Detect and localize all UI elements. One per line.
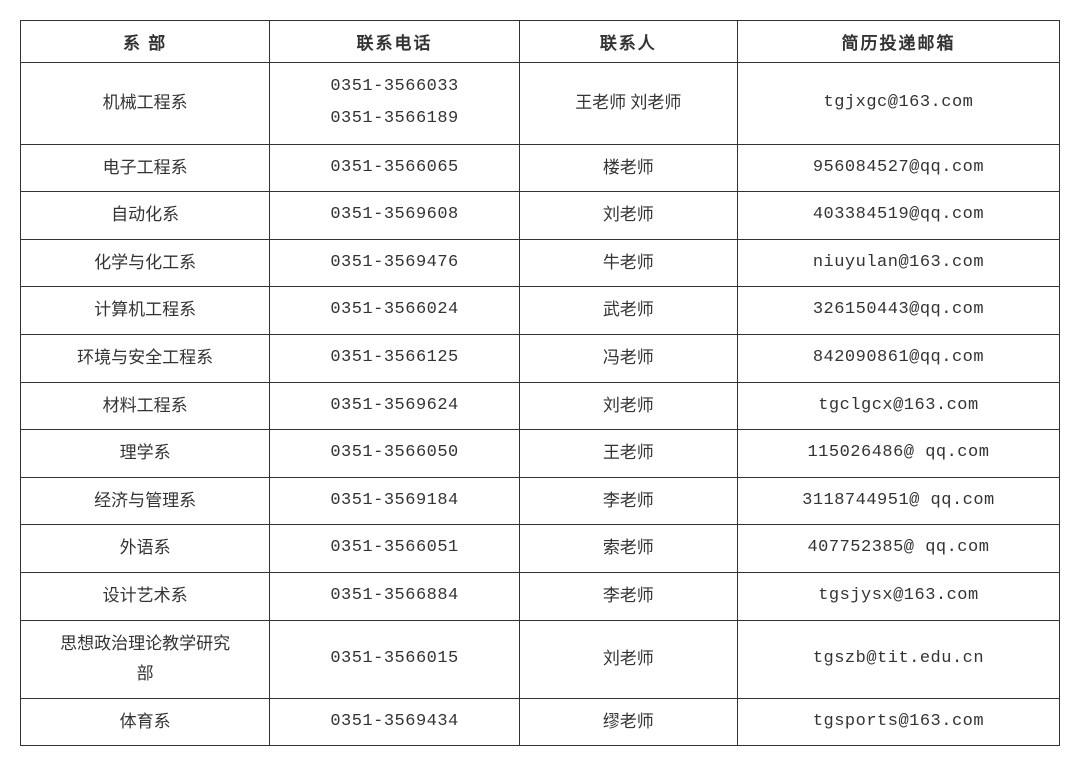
table-row: 材料工程系 0351-3569624 刘老师 tgclgcx@163.com	[21, 382, 1060, 430]
table-row: 思想政治理论教学研究 部 0351-3566015 刘老师 tgszb@tit.…	[21, 620, 1060, 698]
dept-line2: 部	[137, 664, 154, 683]
cell-email: niuyulan@163.com	[737, 239, 1059, 287]
cell-phone: 0351-3569624	[270, 382, 519, 430]
table-row: 机械工程系 0351-3566033 0351-3566189 王老师 刘老师 …	[21, 63, 1060, 145]
cell-email: 3118744951@ qq.com	[737, 477, 1059, 525]
cell-contact: 冯老师	[519, 334, 737, 382]
table-row: 外语系 0351-3566051 索老师 407752385@ qq.com	[21, 525, 1060, 573]
cell-phone: 0351-3566015	[270, 620, 519, 698]
cell-department: 计算机工程系	[21, 287, 270, 335]
cell-email: 842090861@qq.com	[737, 334, 1059, 382]
table-row: 理学系 0351-3566050 王老师 115026486@ qq.com	[21, 430, 1060, 478]
table-row: 化学与化工系 0351-3569476 牛老师 niuyulan@163.com	[21, 239, 1060, 287]
cell-phone: 0351-3566884	[270, 572, 519, 620]
contact-table: 系 部 联系电话 联系人 简历投递邮箱 机械工程系 0351-3566033 0…	[20, 20, 1060, 746]
cell-department: 思想政治理论教学研究 部	[21, 620, 270, 698]
cell-department: 化学与化工系	[21, 239, 270, 287]
table-row: 体育系 0351-3569434 缪老师 tgsports@163.com	[21, 698, 1060, 746]
dept-line1: 思想政治理论教学研究	[60, 634, 230, 653]
header-email: 简历投递邮箱	[737, 21, 1059, 63]
cell-department: 机械工程系	[21, 63, 270, 145]
cell-department: 体育系	[21, 698, 270, 746]
cell-email: tgclgcx@163.com	[737, 382, 1059, 430]
cell-department: 设计艺术系	[21, 572, 270, 620]
table-row: 经济与管理系 0351-3569184 李老师 3118744951@ qq.c…	[21, 477, 1060, 525]
table-row: 计算机工程系 0351-3566024 武老师 326150443@qq.com	[21, 287, 1060, 335]
cell-contact: 刘老师	[519, 192, 737, 240]
cell-phone: 0351-3569476	[270, 239, 519, 287]
cell-email: tgsjysx@163.com	[737, 572, 1059, 620]
cell-phone: 0351-3566125	[270, 334, 519, 382]
cell-email: 326150443@qq.com	[737, 287, 1059, 335]
cell-contact: 牛老师	[519, 239, 737, 287]
table-row: 设计艺术系 0351-3566884 李老师 tgsjysx@163.com	[21, 572, 1060, 620]
cell-phone: 0351-3569184	[270, 477, 519, 525]
cell-email: 403384519@qq.com	[737, 192, 1059, 240]
cell-department: 环境与安全工程系	[21, 334, 270, 382]
cell-contact: 李老师	[519, 572, 737, 620]
cell-contact: 刘老师	[519, 382, 737, 430]
cell-contact: 楼老师	[519, 144, 737, 192]
cell-email: 115026486@ qq.com	[737, 430, 1059, 478]
cell-phone: 0351-3566033 0351-3566189	[270, 63, 519, 145]
cell-contact: 李老师	[519, 477, 737, 525]
cell-contact: 索老师	[519, 525, 737, 573]
header-contact: 联系人	[519, 21, 737, 63]
cell-contact: 刘老师	[519, 620, 737, 698]
cell-phone: 0351-3566065	[270, 144, 519, 192]
cell-contact: 武老师	[519, 287, 737, 335]
table-body: 机械工程系 0351-3566033 0351-3566189 王老师 刘老师 …	[21, 63, 1060, 746]
cell-contact: 王老师 刘老师	[519, 63, 737, 145]
cell-department: 经济与管理系	[21, 477, 270, 525]
header-department: 系 部	[21, 21, 270, 63]
table-header-row: 系 部 联系电话 联系人 简历投递邮箱	[21, 21, 1060, 63]
phone-line2: 0351-3566189	[330, 109, 458, 128]
cell-contact: 王老师	[519, 430, 737, 478]
cell-department: 自动化系	[21, 192, 270, 240]
cell-phone: 0351-3569434	[270, 698, 519, 746]
cell-email: 407752385@ qq.com	[737, 525, 1059, 573]
table-row: 电子工程系 0351-3566065 楼老师 956084527@qq.com	[21, 144, 1060, 192]
cell-department: 外语系	[21, 525, 270, 573]
cell-email: tgszb@tit.edu.cn	[737, 620, 1059, 698]
phone-line1: 0351-3566033	[330, 77, 458, 96]
cell-department: 电子工程系	[21, 144, 270, 192]
cell-phone: 0351-3566051	[270, 525, 519, 573]
cell-phone: 0351-3569608	[270, 192, 519, 240]
cell-contact: 缪老师	[519, 698, 737, 746]
cell-email: tgsports@163.com	[737, 698, 1059, 746]
cell-phone: 0351-3566024	[270, 287, 519, 335]
cell-email: 956084527@qq.com	[737, 144, 1059, 192]
table-row: 自动化系 0351-3569608 刘老师 403384519@qq.com	[21, 192, 1060, 240]
header-phone: 联系电话	[270, 21, 519, 63]
table-row: 环境与安全工程系 0351-3566125 冯老师 842090861@qq.c…	[21, 334, 1060, 382]
cell-department: 理学系	[21, 430, 270, 478]
cell-phone: 0351-3566050	[270, 430, 519, 478]
cell-department: 材料工程系	[21, 382, 270, 430]
cell-email: tgjxgc@163.com	[737, 63, 1059, 145]
